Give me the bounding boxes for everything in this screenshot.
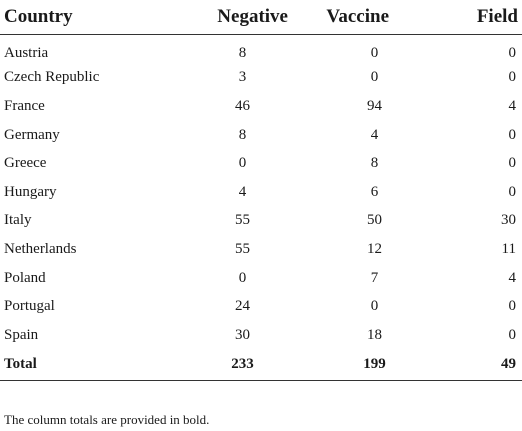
country-cell: Greece — [4, 155, 47, 172]
field-cell: 4 — [508, 269, 517, 286]
vaccine-cell: 50 — [367, 212, 382, 229]
vaccine-cell: 7 — [370, 269, 379, 286]
table-footer: Total 233 199 49 — [0, 349, 522, 381]
negative-cell: 55 — [235, 240, 250, 257]
country-cell: Italy — [4, 212, 32, 229]
header-vaccine: Vaccine — [292, 0, 409, 35]
total-label: Total — [0, 349, 175, 381]
field-cell: 0 — [508, 298, 517, 315]
country-cell: Czech Republic — [4, 69, 100, 86]
country-cell: Hungary — [4, 183, 57, 200]
field-cell: 4 — [508, 97, 517, 114]
total-field: 49 — [409, 349, 522, 381]
field-cell: 0 — [508, 155, 517, 172]
vaccine-cell: 8 — [370, 155, 379, 172]
vaccine-cell: 0 — [370, 298, 379, 315]
header-field: Field — [409, 0, 522, 35]
table-row: Germany 8 4 0 — [0, 121, 522, 150]
negative-cell: 55 — [235, 212, 250, 229]
field-cell: 0 — [508, 126, 517, 143]
table-row: Hungary 4 6 0 — [0, 178, 522, 207]
header-negative: Negative — [175, 0, 292, 35]
header-country: Country — [0, 0, 175, 35]
total-row: Total 233 199 49 — [0, 349, 522, 381]
field-cell: 0 — [508, 69, 517, 86]
table-row: Portugal 24 0 0 — [0, 292, 522, 321]
vaccine-cell: 12 — [367, 240, 382, 257]
country-results-table: Country Negative Vaccine Field Austria 8 0… — [0, 0, 522, 381]
table-row: Czech Republic 3 0 0 — [0, 64, 522, 93]
vaccine-cell: 0 — [370, 44, 379, 61]
negative-cell: 4 — [238, 183, 247, 200]
table-footnote: The column totals are provided in bold. — [4, 412, 210, 427]
negative-cell: 0 — [238, 155, 247, 172]
field-cell: 0 — [508, 326, 517, 343]
table-header: Country Negative Vaccine Field — [0, 0, 522, 35]
negative-cell: 8 — [238, 44, 247, 61]
country-cell: Portugal — [4, 298, 55, 315]
field-cell: 11 — [501, 240, 516, 257]
table-row: Italy 55 50 30 — [0, 207, 522, 236]
field-cell: 0 — [508, 44, 517, 61]
table-row: Greece 0 8 0 — [0, 149, 522, 178]
field-cell: 30 — [501, 212, 516, 229]
vaccine-cell: 18 — [367, 326, 382, 343]
data-table: Country Negative Vaccine Field Austria 8 0… — [0, 0, 522, 381]
negative-cell: 30 — [235, 326, 250, 343]
total-vaccine: 199 — [292, 349, 409, 381]
table-row: France 46 94 4 — [0, 92, 522, 121]
country-cell: Poland — [4, 269, 46, 286]
vaccine-cell: 94 — [367, 97, 382, 114]
total-negative: 233 — [175, 349, 292, 381]
header-row: Country Negative Vaccine Field — [0, 0, 522, 35]
table-row: Austria 8 0 0 — [0, 35, 522, 64]
negative-cell: 3 — [238, 69, 247, 86]
country-cell: Spain — [4, 326, 39, 343]
table-row: Netherlands 55 12 11 — [0, 235, 522, 264]
negative-cell: 24 — [235, 298, 250, 315]
table-row: Poland 0 7 4 — [0, 264, 522, 293]
negative-cell: 0 — [238, 269, 247, 286]
country-cell: Austria — [4, 44, 49, 61]
country-cell: Germany — [4, 126, 60, 143]
vaccine-cell: 4 — [370, 126, 379, 143]
vaccine-cell: 0 — [370, 69, 379, 86]
negative-cell: 8 — [238, 126, 247, 143]
table-row: Spain 30 18 0 — [0, 321, 522, 350]
country-cell: Netherlands — [4, 240, 77, 257]
table-body: Austria 8 0 0 Czech Republic 3 0 0 France 46 94 4 Ge… — [0, 35, 522, 350]
vaccine-cell: 6 — [370, 183, 379, 200]
field-cell: 0 — [508, 183, 517, 200]
country-cell: France — [4, 97, 45, 114]
negative-cell: 46 — [235, 97, 250, 114]
